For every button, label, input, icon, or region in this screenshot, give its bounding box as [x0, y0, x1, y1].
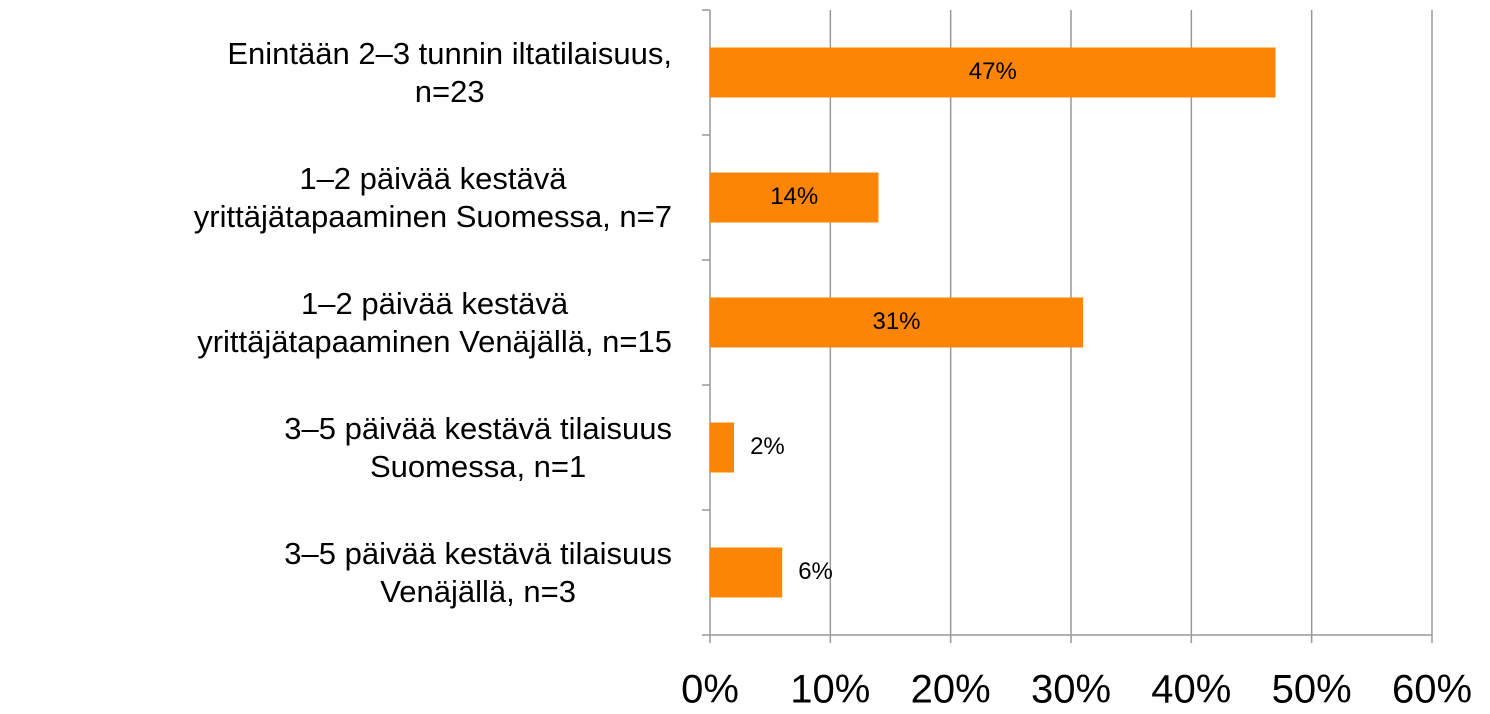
x-tick-label: 60%: [1392, 668, 1472, 712]
x-tick-label: 30%: [1031, 668, 1111, 712]
y-tick-label: 3–5 päivää kestävä tilaisuus Venäjällä, …: [284, 535, 672, 609]
x-tick-label: 0%: [681, 668, 739, 712]
bar: [710, 172, 879, 223]
y-tick-label: Enintään 2–3 tunnin iltatilaisuus, n=23: [227, 35, 672, 109]
x-tick-label: 20%: [911, 668, 991, 712]
x-tick-label: 10%: [790, 668, 870, 712]
x-tick-label: 40%: [1151, 668, 1231, 712]
value-label: 47%: [969, 58, 1017, 85]
x-tick-label: 50%: [1272, 668, 1352, 712]
y-tick-label: 1–2 päivää kestävä yrittäjätapaaminen Ve…: [197, 285, 672, 359]
bar: [710, 547, 783, 598]
y-tick-label: 1–2 päivää kestävä yrittäjätapaaminen Su…: [193, 160, 672, 234]
y-tick-label: 3–5 päivää kestävä tilaisuus Suomessa, n…: [284, 410, 672, 484]
value-label: 31%: [872, 308, 920, 335]
bar: [710, 47, 1276, 98]
value-label: 6%: [798, 558, 833, 585]
bar: [710, 422, 735, 473]
value-label: 2%: [750, 433, 785, 460]
value-label: 14%: [770, 183, 818, 210]
bar: [710, 297, 1084, 348]
